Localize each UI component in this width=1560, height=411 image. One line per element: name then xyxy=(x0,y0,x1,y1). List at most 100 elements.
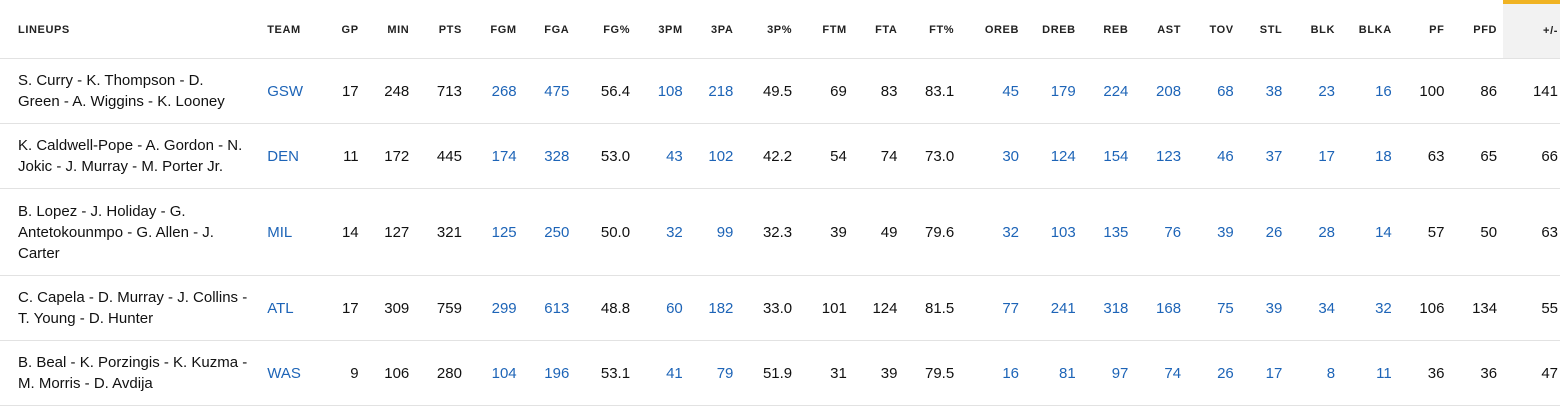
cell-fgm[interactable]: 104 xyxy=(467,340,523,406)
cell-tov[interactable]: 26 xyxy=(1187,340,1240,406)
cell-reb[interactable]: 224 xyxy=(1081,58,1135,124)
cell-tpa[interactable]: 218 xyxy=(688,58,740,124)
cell-pfd: 50 xyxy=(1450,188,1504,276)
column-header-reb[interactable]: REB xyxy=(1081,2,1135,59)
cell-stl[interactable]: 38 xyxy=(1239,58,1289,124)
cell-stl[interactable]: 17 xyxy=(1239,340,1289,406)
column-header-tpa[interactable]: 3PA xyxy=(688,2,740,59)
cell-fgm[interactable]: 268 xyxy=(467,58,523,124)
column-header-dreb[interactable]: DREB xyxy=(1025,2,1082,59)
column-header-team[interactable]: TEAM xyxy=(253,2,321,59)
cell-reb[interactable]: 135 xyxy=(1081,188,1135,276)
cell-fg-pct: 48.8 xyxy=(575,275,637,341)
cell-tpa[interactable]: 79 xyxy=(688,340,740,406)
cell-ast[interactable]: 76 xyxy=(1134,188,1188,276)
column-header-min[interactable]: MIN xyxy=(364,2,416,59)
cell-team[interactable]: MIL xyxy=(253,188,321,276)
cell-tpa[interactable]: 182 xyxy=(688,275,740,341)
cell-dreb[interactable]: 124 xyxy=(1025,123,1082,189)
cell-oreb[interactable]: 32 xyxy=(960,188,1026,276)
cell-tov[interactable]: 75 xyxy=(1187,275,1240,341)
cell-tpa[interactable]: 102 xyxy=(688,123,740,189)
cell-blka[interactable]: 18 xyxy=(1341,123,1398,189)
column-header-blka[interactable]: BLKA xyxy=(1341,2,1398,59)
cell-ast[interactable]: 123 xyxy=(1134,123,1188,189)
column-header-oreb[interactable]: OREB xyxy=(960,2,1026,59)
cell-tov[interactable]: 46 xyxy=(1187,123,1240,189)
column-header-pf[interactable]: PF xyxy=(1397,2,1451,59)
column-header-fta[interactable]: FTA xyxy=(852,2,904,59)
cell-blka[interactable]: 32 xyxy=(1341,275,1398,341)
column-header-pts[interactable]: PTS xyxy=(415,2,468,59)
cell-ast[interactable]: 74 xyxy=(1134,340,1188,406)
cell-tp-pct: 32.3 xyxy=(739,188,799,276)
column-header-fg-pct[interactable]: FG% xyxy=(575,2,637,59)
cell-fga[interactable]: 328 xyxy=(522,123,576,189)
cell-blk[interactable]: 17 xyxy=(1288,123,1342,189)
cell-dreb[interactable]: 241 xyxy=(1025,275,1082,341)
cell-tpm[interactable]: 108 xyxy=(636,58,689,124)
column-header-tpm[interactable]: 3PM xyxy=(636,2,689,59)
cell-tov[interactable]: 68 xyxy=(1187,58,1240,124)
cell-dreb[interactable]: 179 xyxy=(1025,58,1082,124)
cell-fga[interactable]: 196 xyxy=(522,340,576,406)
cell-oreb[interactable]: 45 xyxy=(960,58,1026,124)
table-row: K. Caldwell-Pope - A. Gordon - N. Jokic … xyxy=(0,123,1560,189)
cell-dreb[interactable]: 103 xyxy=(1025,188,1082,276)
cell-ast[interactable]: 168 xyxy=(1134,275,1188,341)
cell-team[interactable]: ATL xyxy=(253,275,321,341)
cell-blka[interactable]: 14 xyxy=(1341,188,1398,276)
cell-stl[interactable]: 37 xyxy=(1239,123,1289,189)
column-header-pfd[interactable]: PFD xyxy=(1450,2,1504,59)
cell-dreb[interactable]: 81 xyxy=(1025,340,1082,406)
cell-tpa[interactable]: 99 xyxy=(688,188,740,276)
cell-ftm: 101 xyxy=(798,275,853,341)
cell-fga[interactable]: 475 xyxy=(522,58,576,124)
column-header-fgm[interactable]: FGM xyxy=(467,2,523,59)
cell-tpm[interactable]: 60 xyxy=(636,275,689,341)
column-header-ast[interactable]: AST xyxy=(1134,2,1188,59)
cell-min: 248 xyxy=(364,58,416,124)
table-row: B. Beal - K. Porzingis - K. Kuzma - M. M… xyxy=(0,340,1560,406)
cell-fga[interactable]: 613 xyxy=(522,275,576,341)
cell-oreb[interactable]: 30 xyxy=(960,123,1026,189)
cell-tpm[interactable]: 43 xyxy=(636,123,689,189)
column-header-lineup[interactable]: LINEUPS xyxy=(0,2,254,59)
cell-reb[interactable]: 154 xyxy=(1081,123,1135,189)
column-header-plus-minus[interactable]: +/- xyxy=(1503,0,1560,59)
cell-fgm[interactable]: 125 xyxy=(467,188,523,276)
cell-blk[interactable]: 34 xyxy=(1288,275,1342,341)
cell-blk[interactable]: 8 xyxy=(1288,340,1342,406)
cell-reb[interactable]: 318 xyxy=(1081,275,1135,341)
cell-ast[interactable]: 208 xyxy=(1134,58,1188,124)
cell-min: 172 xyxy=(364,123,416,189)
cell-team[interactable]: DEN xyxy=(253,123,321,189)
cell-fgm[interactable]: 299 xyxy=(467,275,523,341)
cell-blka[interactable]: 11 xyxy=(1341,340,1398,406)
cell-tov[interactable]: 39 xyxy=(1187,188,1240,276)
cell-team[interactable]: WAS xyxy=(253,340,321,406)
column-header-tov[interactable]: TOV xyxy=(1187,2,1240,59)
column-header-gp[interactable]: GP xyxy=(320,2,365,59)
cell-lineup: S. Curry - K. Thompson - D. Green - A. W… xyxy=(0,58,254,124)
cell-lineup: B. Beal - K. Porzingis - K. Kuzma - M. M… xyxy=(0,340,254,406)
cell-stl[interactable]: 26 xyxy=(1239,188,1289,276)
cell-tpm[interactable]: 32 xyxy=(636,188,689,276)
cell-stl[interactable]: 39 xyxy=(1239,275,1289,341)
cell-oreb[interactable]: 16 xyxy=(960,340,1026,406)
column-header-stl[interactable]: STL xyxy=(1239,2,1289,59)
column-header-tp-pct[interactable]: 3P% xyxy=(739,2,799,59)
cell-team[interactable]: GSW xyxy=(253,58,321,124)
cell-fgm[interactable]: 174 xyxy=(467,123,523,189)
column-header-blk[interactable]: BLK xyxy=(1288,2,1342,59)
cell-fga[interactable]: 250 xyxy=(522,188,576,276)
cell-blk[interactable]: 28 xyxy=(1288,188,1342,276)
column-header-ftm[interactable]: FTM xyxy=(798,2,853,59)
cell-oreb[interactable]: 77 xyxy=(960,275,1026,341)
cell-tpm[interactable]: 41 xyxy=(636,340,689,406)
cell-blk[interactable]: 23 xyxy=(1288,58,1342,124)
cell-reb[interactable]: 97 xyxy=(1081,340,1135,406)
column-header-ft-pct[interactable]: FT% xyxy=(903,2,961,59)
cell-blka[interactable]: 16 xyxy=(1341,58,1398,124)
column-header-fga[interactable]: FGA xyxy=(522,2,576,59)
